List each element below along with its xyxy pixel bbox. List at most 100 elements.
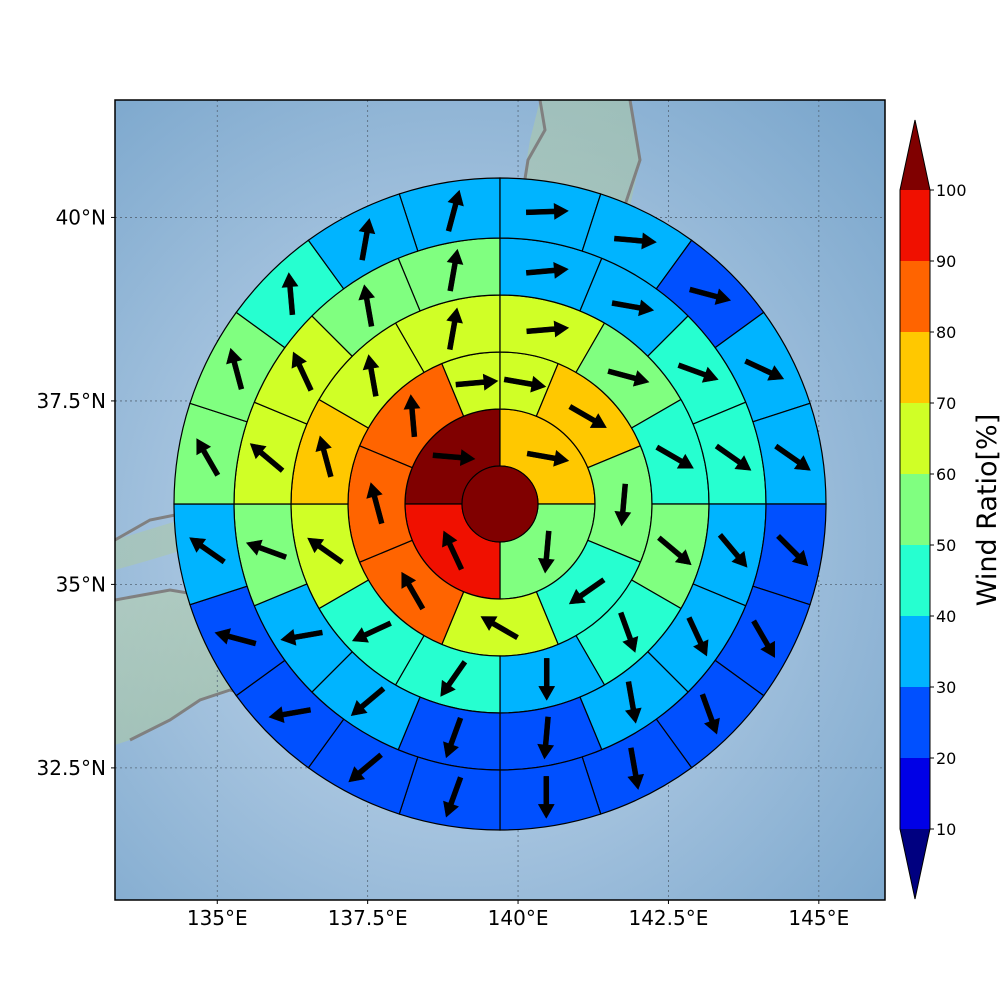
wind-arrow: [348, 752, 383, 783]
colorbar-band: [900, 687, 930, 758]
colorbar-extend-min: [900, 829, 930, 899]
colorbar-tick-label: 70: [936, 394, 956, 413]
wind-arrow: [568, 577, 606, 605]
colorbar-band: [900, 545, 930, 616]
wind-arrow: [618, 611, 639, 653]
wind-arrow: [366, 482, 385, 525]
wind-arrow: [611, 299, 655, 317]
wind-arrow: [291, 351, 314, 392]
wind-arrow: [432, 449, 476, 467]
wind-arrow: [480, 616, 519, 641]
wind-arrow: [249, 443, 285, 473]
wind-arrow: [607, 368, 650, 387]
wind-arrow: [226, 347, 245, 390]
wind-arrow: [525, 202, 569, 220]
wind-arrow: [196, 438, 221, 477]
wind-arrow: [455, 373, 499, 391]
colorbar-tick-label: 80: [936, 323, 956, 342]
wind-arrow: [538, 658, 556, 701]
colorbar-tick-label: 60: [936, 465, 956, 484]
wind-arrow: [440, 660, 468, 697]
x-tick-label: 135°E: [187, 906, 248, 930]
wind-arrow: [537, 776, 555, 819]
colorbar-band: [900, 403, 930, 474]
colorbar-tick-label: 20: [936, 749, 956, 768]
wind-arrow: [358, 284, 376, 327]
wind-arrow: [657, 535, 692, 566]
wind-arrow: [401, 571, 426, 611]
wind-arrow: [358, 218, 376, 261]
wind-arrow: [403, 394, 421, 438]
colorbar-tick-label: 90: [936, 252, 956, 271]
wind-arrow: [537, 716, 555, 760]
wind-arrow: [446, 307, 463, 351]
x-tick-label: 137.5°E: [328, 906, 408, 930]
colorbar-tick-label: 10: [936, 820, 956, 839]
axis-ticks: 135°E 137.5°E 140°E 142.5°E 145°E 40°N 37.5°N 3…: [37, 205, 850, 930]
wind-arrow: [751, 619, 775, 658]
wind-arrow: [268, 706, 312, 723]
x-tick-label: 140°E: [488, 906, 549, 930]
x-tick-label: 142.5°E: [628, 906, 708, 930]
wind-sector: [347, 445, 414, 563]
colorbar-band: [900, 758, 930, 829]
colorbar-band: [900, 261, 930, 332]
x-tick-label: 145°E: [788, 906, 849, 930]
colorbar-tick-label: 50: [936, 536, 956, 555]
wind-arrow: [699, 693, 720, 735]
wind-arrow: [526, 320, 570, 338]
wind-arrow: [744, 358, 785, 381]
y-tick-label: 35°N: [56, 572, 106, 596]
wind-arrow: [568, 404, 607, 428]
wind-arrows: [189, 189, 811, 819]
wind-arrow: [689, 286, 732, 305]
wind-arrow: [280, 628, 323, 646]
wind-arrow: [627, 747, 645, 790]
colorbar-band: [900, 474, 930, 545]
wind-arrow: [362, 354, 380, 397]
wind-arrow: [445, 189, 464, 232]
wind-arrow: [614, 483, 632, 527]
wind-arrow: [443, 716, 464, 759]
colorbar: 10 20 30 40 50 60 70 80 90 100 Wind Ratio[%]: [899, 119, 1000, 900]
wind-arrow: [525, 261, 569, 279]
y-tick-label: 37.5°N: [37, 389, 107, 413]
map-frame: [114, 99, 886, 901]
wind-arrow: [776, 534, 809, 567]
wind-arrow: [350, 686, 386, 716]
wind-arrow: [677, 362, 719, 383]
colorbar-band: [900, 616, 930, 687]
wind-arrow: [655, 444, 694, 469]
wind-arrow: [281, 272, 299, 316]
center-disc: [461, 465, 539, 543]
wind-arrow: [245, 539, 288, 560]
colorbar-extend-max: [900, 120, 930, 190]
wind-arrow: [526, 450, 570, 467]
wind-arrow: [624, 681, 642, 724]
wind-arrow: [613, 232, 657, 250]
wind-arrow: [774, 443, 811, 471]
y-tick-label: 40°N: [56, 205, 106, 229]
colorbar-band: [900, 332, 930, 403]
wind-arrow: [214, 628, 257, 647]
wind-arrow: [315, 435, 334, 478]
colorbar-tick-label: 100: [936, 181, 967, 200]
wind-arrow: [537, 530, 555, 574]
wind-arrow: [714, 443, 752, 471]
wind-arrow: [717, 533, 748, 568]
wind-arrow: [446, 248, 464, 292]
wind-arrow: [189, 537, 226, 565]
wind-arrow: [443, 776, 464, 818]
colorbar-tick-label: 30: [936, 678, 956, 697]
colorbar-label: Wind Ratio[%]: [972, 414, 1000, 606]
wind-arrow: [503, 375, 547, 393]
colorbar-band: [900, 190, 930, 261]
wind-ratio-sectors: [173, 177, 827, 831]
wind-arrow: [351, 620, 392, 643]
y-tick-label: 32.5°N: [37, 756, 107, 780]
colorbar-tick-label: 40: [936, 607, 956, 626]
wind-arrow: [307, 537, 344, 565]
wind-arrow: [442, 530, 465, 571]
wind-arrow: [686, 616, 709, 657]
